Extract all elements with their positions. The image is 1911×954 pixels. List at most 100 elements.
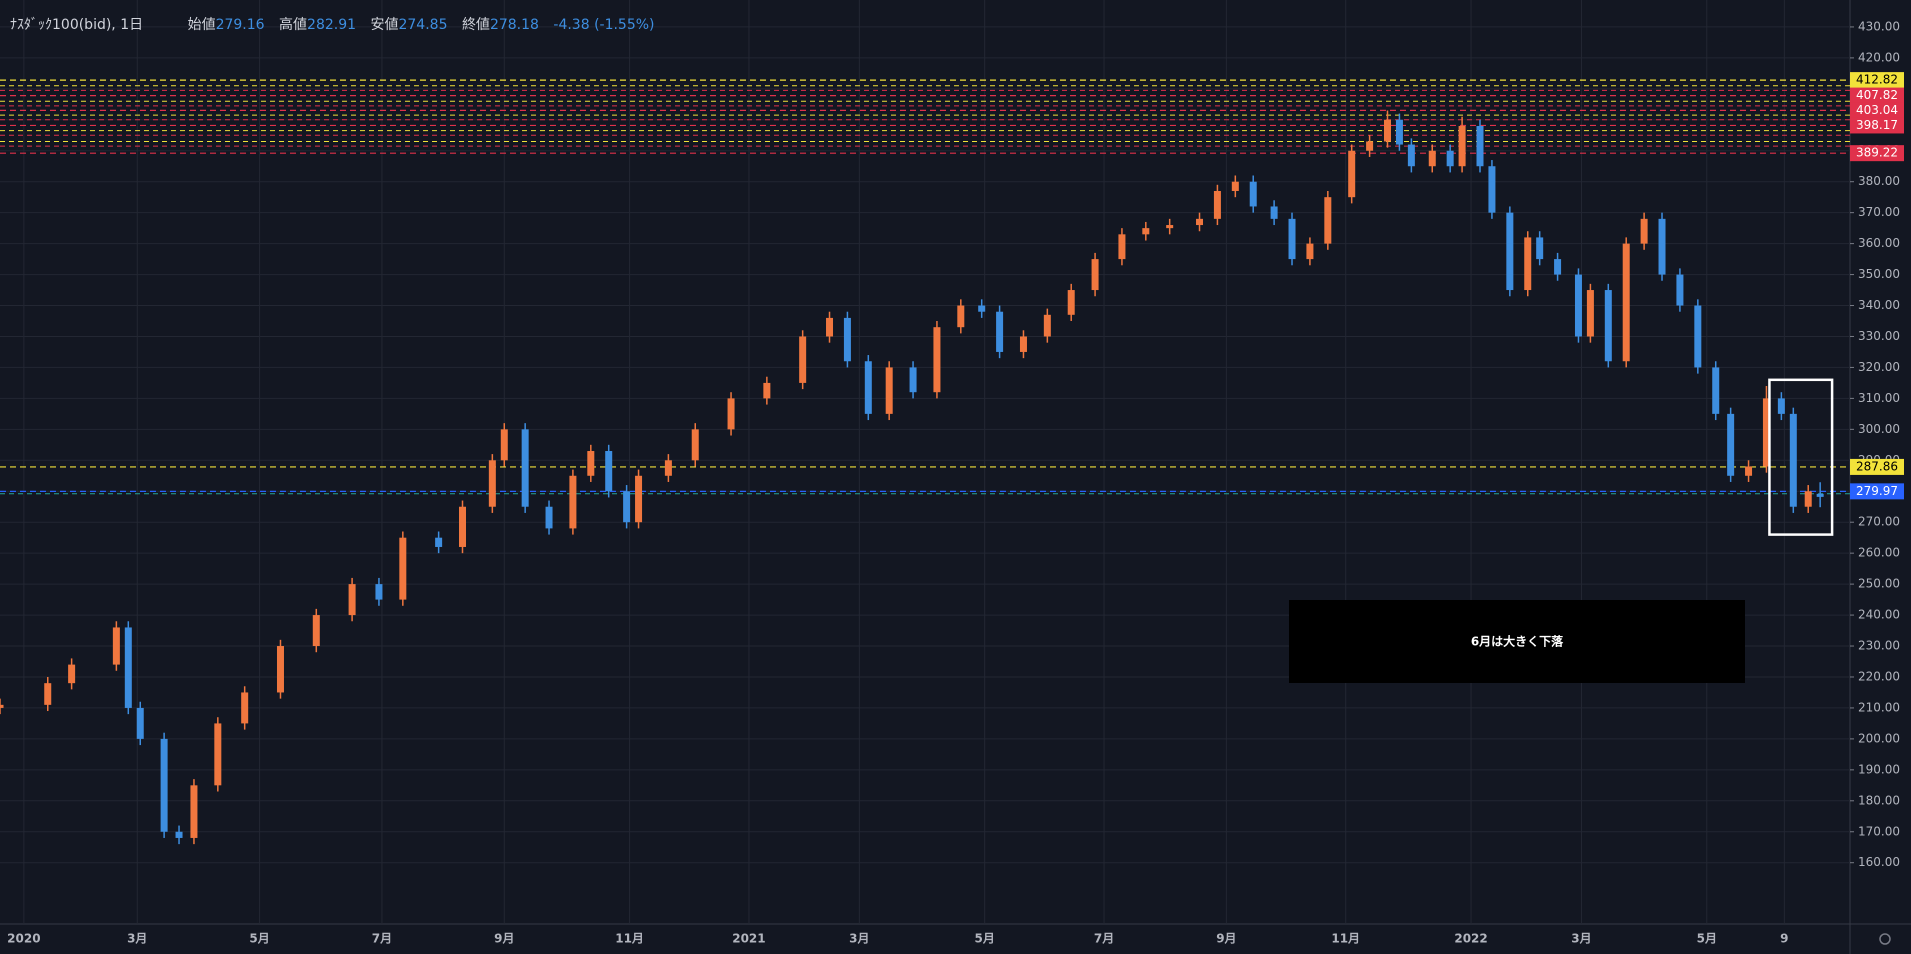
y-tick-label: 320.00 (1858, 360, 1900, 374)
level-label: 412.82 (1856, 73, 1898, 87)
x-tick-label: 5月 (1697, 932, 1717, 946)
level-tag (1850, 117, 1904, 134)
y-tick-label: 250.00 (1858, 577, 1900, 591)
candle-body (1019, 336, 1027, 352)
level-tag (1850, 87, 1904, 104)
high-value: 282.91 (307, 17, 357, 33)
candle-body (1458, 125, 1466, 167)
y-tick-label: 300.00 (1858, 422, 1900, 436)
candle-body (1506, 212, 1514, 291)
candle-body (375, 584, 383, 600)
candle-body (1118, 234, 1126, 260)
close-value: 278.18 (489, 17, 539, 33)
candle-body (569, 475, 577, 529)
level-label: 287.86 (1856, 459, 1898, 473)
candle-body (864, 361, 872, 414)
candle-body (1777, 398, 1785, 414)
candle-body (957, 305, 965, 328)
y-tick-label: 240.00 (1858, 608, 1900, 622)
candle-body (587, 451, 595, 476)
candle-body (996, 311, 1004, 352)
candle-body (1604, 290, 1612, 362)
candle-body (241, 692, 249, 724)
y-tick-label: 200.00 (1858, 731, 1900, 745)
candle-body (1043, 314, 1051, 337)
candle-body (1574, 274, 1582, 337)
candle-body (1640, 218, 1648, 244)
candle-body (348, 584, 356, 616)
candle-body (175, 831, 183, 838)
level-label: 389.22 (1856, 146, 1898, 160)
annotation: 6月は大きく下落 (1471, 634, 1564, 649)
level-tag (1850, 72, 1904, 89)
x-tick-label: 3月 (127, 932, 147, 946)
y-tick-label: 430.00 (1858, 19, 1900, 33)
x-tick-label: 2022 (1454, 932, 1487, 946)
candle-body (1694, 305, 1702, 368)
x-tick-label: 11月 (615, 932, 644, 946)
level-label: 407.82 (1856, 88, 1898, 102)
candle-body (1142, 228, 1150, 235)
candle-body (500, 429, 508, 461)
x-tick-label: 7月 (1094, 932, 1114, 946)
candle-body (799, 336, 807, 383)
candle-body (1196, 218, 1204, 226)
x-tick-label: 3月 (849, 932, 869, 946)
y-tick-label: 310.00 (1858, 391, 1900, 405)
candle-body (1446, 150, 1454, 167)
candle-body (1524, 237, 1532, 291)
candle-body (826, 317, 834, 337)
candle-body (1231, 181, 1239, 191)
candle-body (843, 317, 851, 362)
candle-body (909, 367, 917, 393)
level-tag (1850, 145, 1904, 162)
candle-body (112, 627, 120, 665)
x-tick-label: 5月 (249, 932, 269, 946)
candle-body (763, 382, 771, 399)
symbol[interactable]: ﾅｽﾀﾞｯｸ100(bid), 1日 (10, 17, 144, 33)
y-tick-label: 370.00 (1858, 205, 1900, 219)
candle-body (1745, 466, 1753, 476)
x-tick-label: 11月 (1331, 932, 1360, 946)
settings-icon[interactable] (1879, 933, 1891, 945)
candle-body (1166, 225, 1174, 229)
y-tick-label: 210.00 (1858, 700, 1900, 714)
candle-body (160, 738, 168, 832)
candle-body (691, 429, 699, 461)
high-label: 高値 (279, 17, 308, 33)
candle-body (399, 537, 407, 600)
candle-body (1384, 119, 1391, 142)
y-tick-label: 360.00 (1858, 236, 1900, 250)
candle-body (1306, 243, 1314, 260)
candle-body (1727, 413, 1735, 476)
y-tick-label: 230.00 (1858, 639, 1900, 653)
candle-body (545, 506, 553, 529)
candle-body (1536, 237, 1544, 260)
x-tick-label: 7月 (372, 932, 392, 946)
y-tick-label: 160.00 (1858, 855, 1900, 869)
close-label: 終値 (461, 17, 490, 33)
candle-body (727, 398, 735, 430)
candle-body (312, 615, 320, 647)
y-tick-label: 180.00 (1858, 793, 1900, 807)
y-tick-label: 220.00 (1858, 669, 1900, 683)
candle-body (1789, 413, 1797, 507)
candle-body (664, 460, 672, 476)
candle-body (1554, 259, 1562, 275)
candle-body (1249, 181, 1257, 207)
level-tag (1850, 102, 1904, 119)
candle-body (1658, 218, 1666, 275)
x-tick-label: 2021 (732, 932, 765, 946)
level-label: 398.17 (1856, 118, 1898, 132)
x-tick-label: 9月 (494, 932, 514, 946)
x-tick-label: 9 (1780, 932, 1788, 946)
y-tick-label: 170.00 (1858, 824, 1900, 838)
low-value: 274.85 (398, 17, 448, 33)
open-value: 279.16 (215, 17, 265, 33)
y-tick-label: 380.00 (1858, 174, 1900, 188)
x-tick-label: 3月 (1571, 932, 1591, 946)
annotation-box (1289, 600, 1745, 683)
